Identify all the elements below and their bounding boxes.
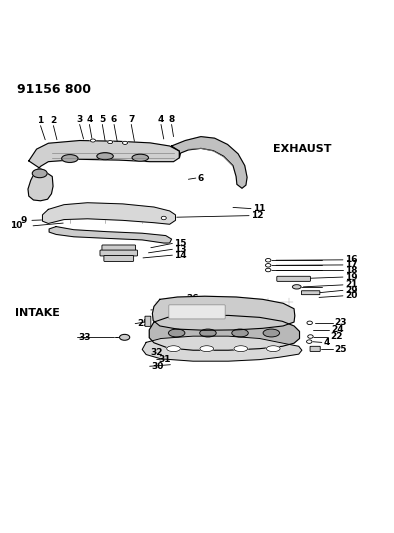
Ellipse shape [90,139,95,142]
Ellipse shape [108,141,113,144]
FancyBboxPatch shape [102,245,136,251]
Text: 6: 6 [111,115,117,124]
Text: 5: 5 [99,115,106,124]
Text: 26: 26 [186,294,199,303]
Text: 7: 7 [128,115,134,124]
Text: EXHAUST: EXHAUST [273,144,332,154]
FancyBboxPatch shape [169,305,225,319]
Text: 8: 8 [169,115,175,124]
Text: 24: 24 [331,325,344,334]
Text: 31: 31 [159,355,171,364]
Ellipse shape [32,169,47,177]
Polygon shape [43,203,175,224]
Text: 25: 25 [137,319,150,328]
Text: 20: 20 [345,292,357,300]
Text: 2: 2 [50,116,57,125]
Text: 33: 33 [79,333,91,342]
Polygon shape [28,141,179,201]
Ellipse shape [234,346,248,352]
Text: 27: 27 [163,299,175,308]
Text: 4: 4 [324,338,330,347]
Text: 29: 29 [345,286,357,295]
Polygon shape [152,296,295,330]
Ellipse shape [200,329,216,337]
Ellipse shape [132,154,149,161]
Ellipse shape [167,346,180,352]
Ellipse shape [61,155,78,163]
Ellipse shape [123,141,128,144]
Text: 1: 1 [37,116,44,125]
Text: 3: 3 [76,115,83,124]
Text: 6: 6 [198,174,204,183]
Polygon shape [171,136,247,188]
Ellipse shape [292,285,301,289]
FancyBboxPatch shape [100,250,138,256]
Ellipse shape [266,263,271,267]
Text: 22: 22 [330,332,342,341]
Text: 16: 16 [345,255,357,264]
Text: 14: 14 [174,251,187,260]
Ellipse shape [97,152,113,160]
Text: 25: 25 [335,344,347,353]
Ellipse shape [308,335,313,338]
Polygon shape [149,316,299,350]
Text: 4: 4 [86,115,93,124]
Ellipse shape [161,216,166,220]
Text: 23: 23 [335,318,347,327]
FancyBboxPatch shape [301,291,320,295]
Ellipse shape [232,329,248,337]
Text: 32: 32 [150,349,163,358]
Polygon shape [142,336,302,361]
Text: 30: 30 [152,362,164,371]
Ellipse shape [307,340,312,343]
FancyBboxPatch shape [145,316,151,326]
Text: 11: 11 [253,204,266,213]
Text: 28: 28 [153,305,165,314]
Text: 13: 13 [174,245,187,254]
Text: 15: 15 [174,239,187,248]
Ellipse shape [266,268,271,272]
Text: 12: 12 [251,211,264,220]
Ellipse shape [263,329,280,337]
Ellipse shape [266,259,271,262]
Ellipse shape [307,321,312,325]
Polygon shape [49,227,171,243]
Text: 17: 17 [345,261,357,270]
FancyBboxPatch shape [277,276,310,281]
FancyBboxPatch shape [104,255,134,261]
Text: 18: 18 [345,265,357,274]
Ellipse shape [200,346,214,352]
Text: INTAKE: INTAKE [15,308,60,318]
Text: 21: 21 [345,280,357,289]
Text: 91156 800: 91156 800 [17,83,91,96]
FancyBboxPatch shape [310,346,320,351]
Text: 4: 4 [158,115,164,124]
Ellipse shape [169,329,185,337]
Text: 19: 19 [345,272,357,281]
Ellipse shape [266,346,280,352]
Text: 9: 9 [20,216,27,225]
Ellipse shape [119,334,130,340]
Text: 10: 10 [11,221,23,230]
